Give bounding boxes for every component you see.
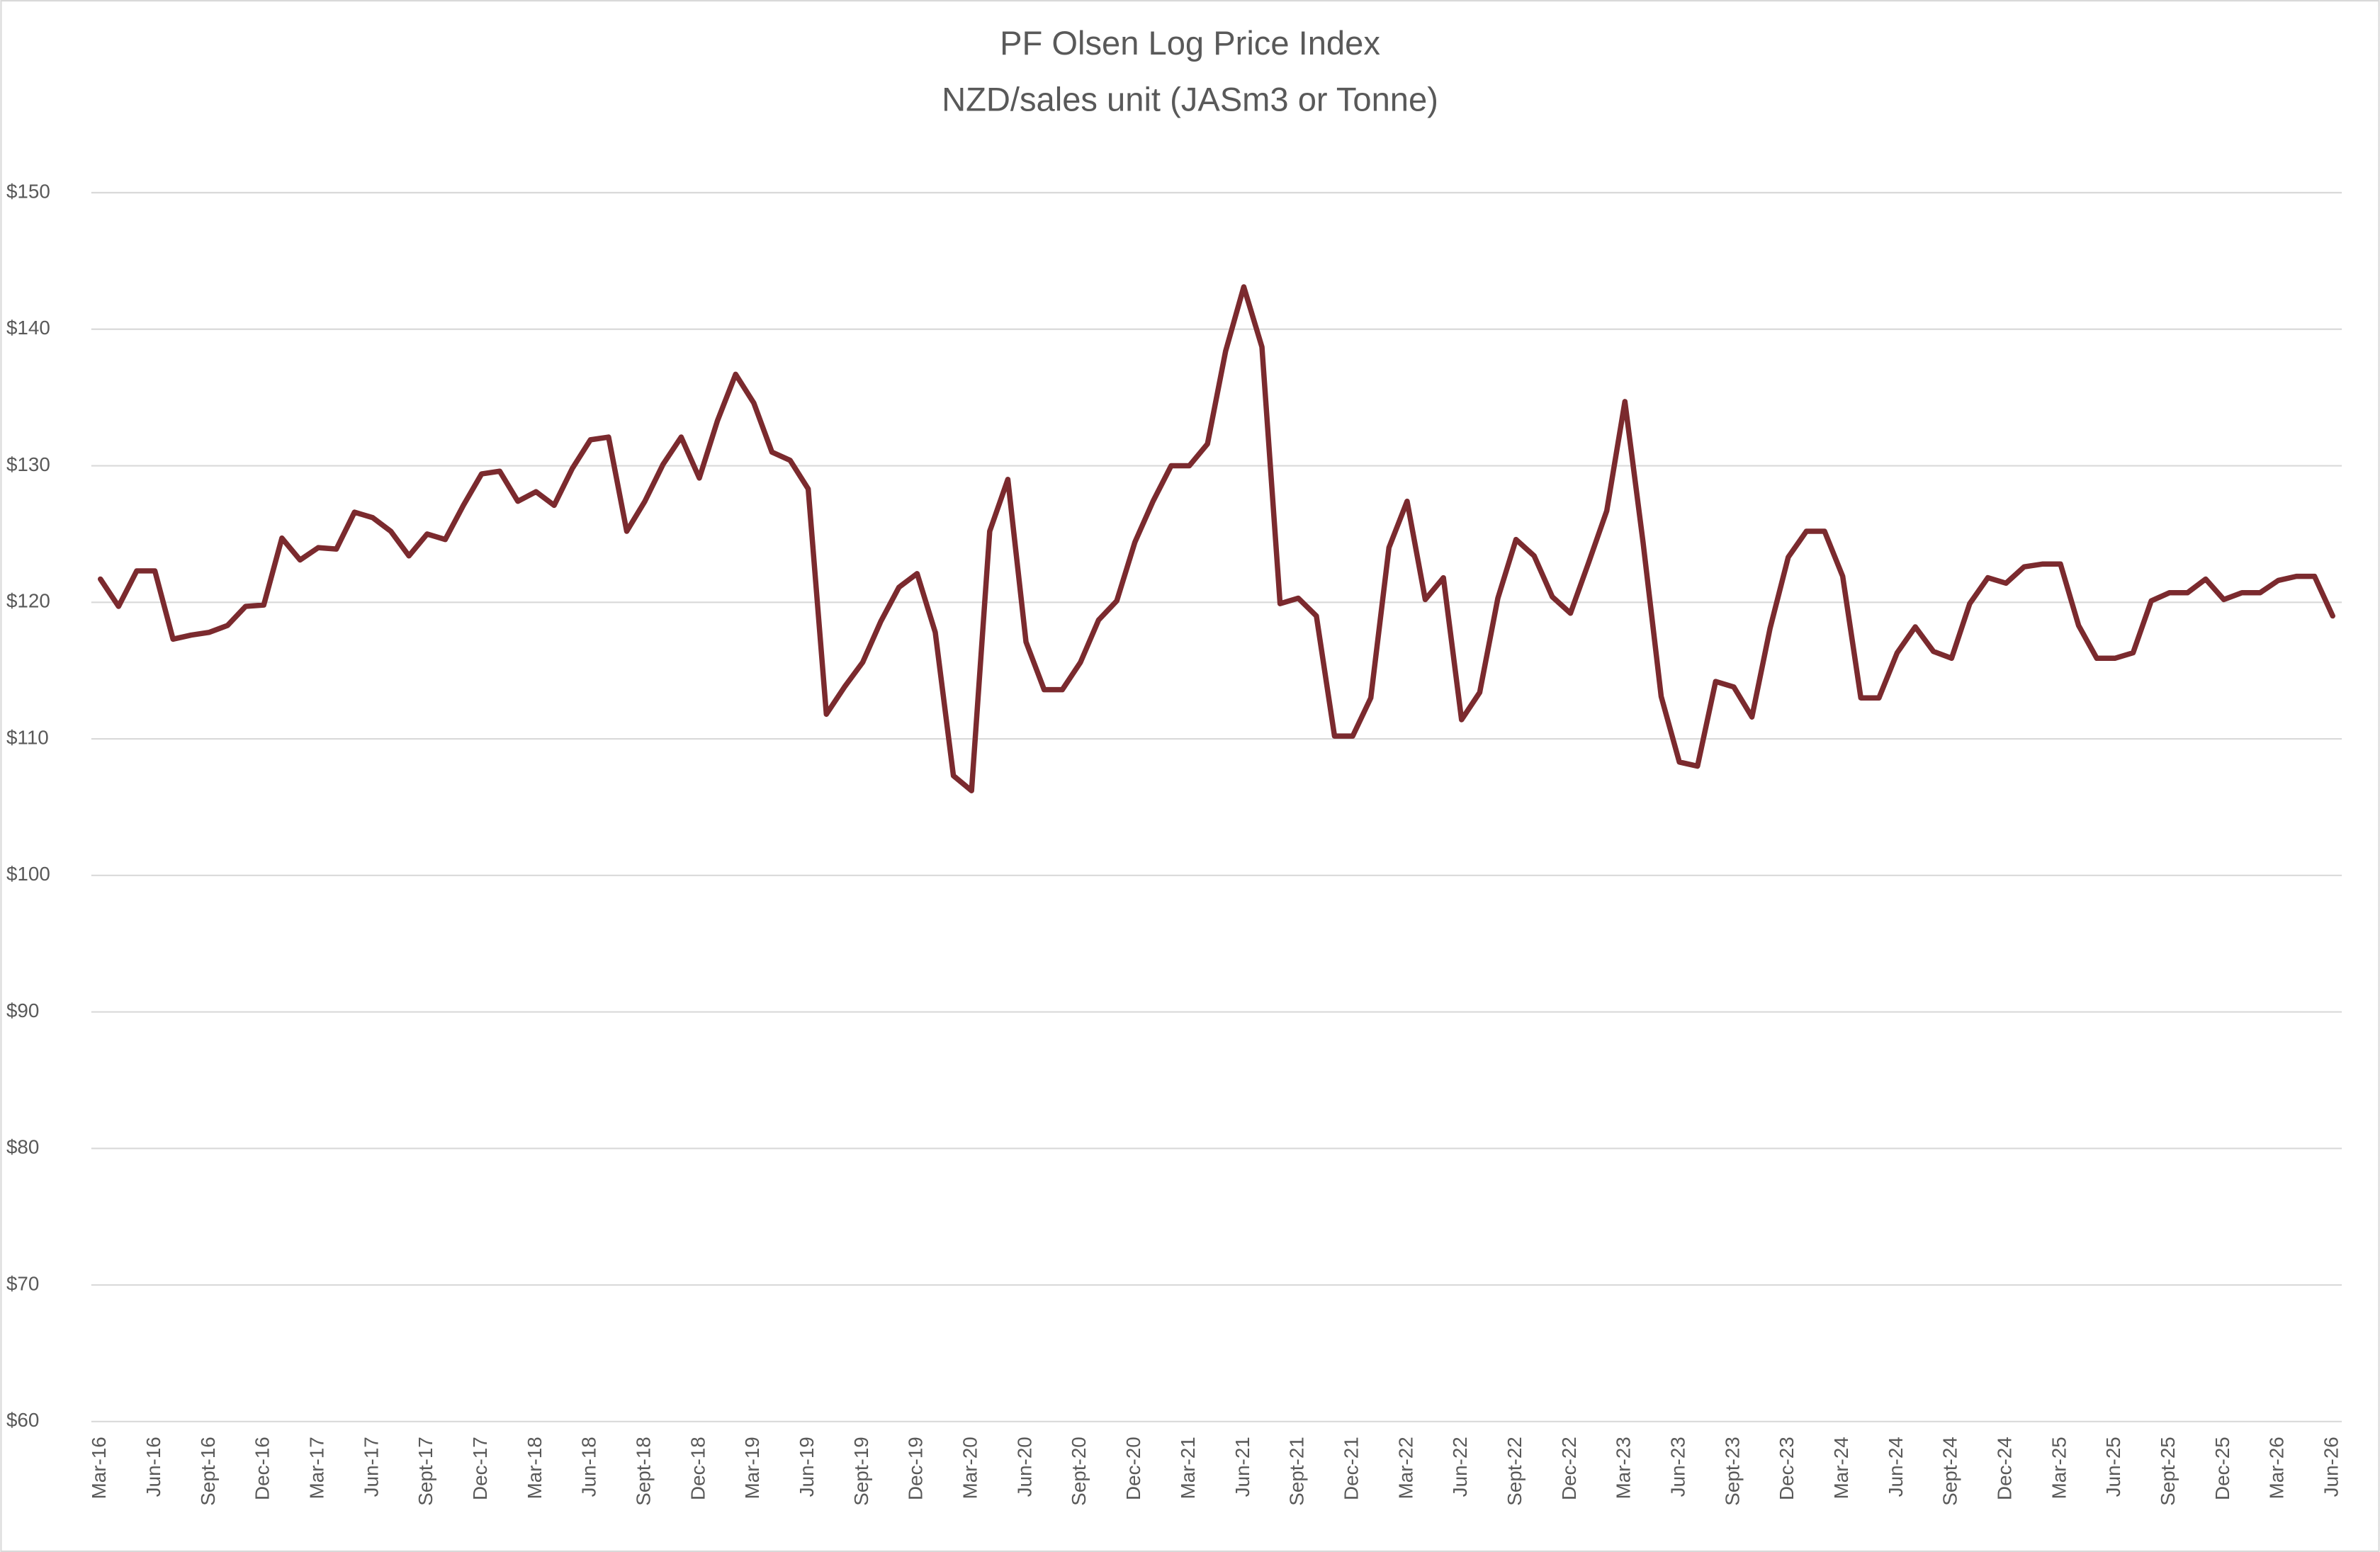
x-tick-label: Jun-19 [796,1437,818,1497]
x-tick-label: Mar-25 [2048,1437,2070,1499]
x-tick-label: Jun-22 [1449,1437,1471,1497]
x-tick-label: Mar-24 [1830,1437,1852,1499]
x-tick-label: Sept-25 [2157,1437,2179,1505]
x-tick-label: Jun-23 [1666,1437,1688,1497]
x-tick-label: Sept-18 [633,1437,655,1505]
x-tick-label: Dec-17 [469,1437,491,1500]
x-tick-label: Sept-24 [1939,1437,1961,1505]
x-tick-label: Sept-21 [1286,1437,1308,1505]
x-tick-label: Sept-19 [850,1437,872,1505]
x-tick-label: Jun-21 [1231,1437,1253,1497]
x-tick-label: Jun-16 [142,1437,164,1497]
y-tick-label: $80 [6,1136,39,1158]
x-tick-label: Dec-21 [1340,1437,1362,1500]
y-tick-label: $110 [6,726,49,748]
x-tick-label: Jun-25 [2102,1437,2124,1497]
y-tick-label: $90 [6,999,39,1021]
x-tick-label: Mar-21 [1177,1437,1199,1499]
chart-subtitle: NZD/sales unit (JASm3 or Tonne) [942,80,1438,118]
x-tick-label: Jun-20 [1013,1437,1035,1497]
y-tick-label: $140 [6,317,50,339]
x-tick-label: Sept-20 [1068,1437,1090,1505]
x-tick-label: Dec-25 [2211,1437,2233,1500]
y-tick-label: $120 [6,590,50,612]
x-tick-label: Mar-23 [1613,1437,1635,1499]
x-tick-label: Jun-17 [360,1437,382,1497]
x-tick-label: Dec-19 [905,1437,927,1500]
y-tick-label: $70 [6,1272,39,1294]
y-tick-label: $60 [6,1409,39,1431]
x-tick-label: Mar-26 [2266,1437,2288,1499]
x-tick-label: Dec-18 [687,1437,709,1500]
y-tick-label: $150 [6,180,50,202]
x-tick-label: Jun-24 [1885,1437,1907,1497]
x-tick-label: Dec-22 [1558,1437,1580,1500]
x-tick-label: Mar-17 [305,1437,327,1499]
x-tick-label: Sept-17 [414,1437,436,1505]
x-tick-label: Dec-16 [252,1437,273,1500]
y-tick-label: $100 [6,863,50,885]
x-tick-label: Dec-24 [1994,1437,2016,1500]
chart-title: PF Olsen Log Price Index [1000,24,1380,62]
x-tick-label: Dec-20 [1122,1437,1144,1500]
x-tick-label: Mar-16 [88,1437,110,1499]
x-tick-label: Jun-26 [2320,1437,2342,1497]
x-tick-label: Mar-20 [959,1437,981,1499]
x-tick-label: Sept-16 [197,1437,219,1505]
x-tick-label: Mar-22 [1394,1437,1416,1499]
x-tick-label: Mar-18 [524,1437,546,1499]
x-tick-label: Sept-23 [1721,1437,1743,1505]
x-tick-label: Mar-19 [741,1437,763,1499]
x-tick-label: Sept-22 [1504,1437,1525,1505]
price-line [97,284,2335,794]
y-tick-label: $130 [6,453,50,475]
x-tick-label: Dec-23 [1776,1437,1798,1500]
x-tick-label: Jun-18 [578,1437,600,1497]
